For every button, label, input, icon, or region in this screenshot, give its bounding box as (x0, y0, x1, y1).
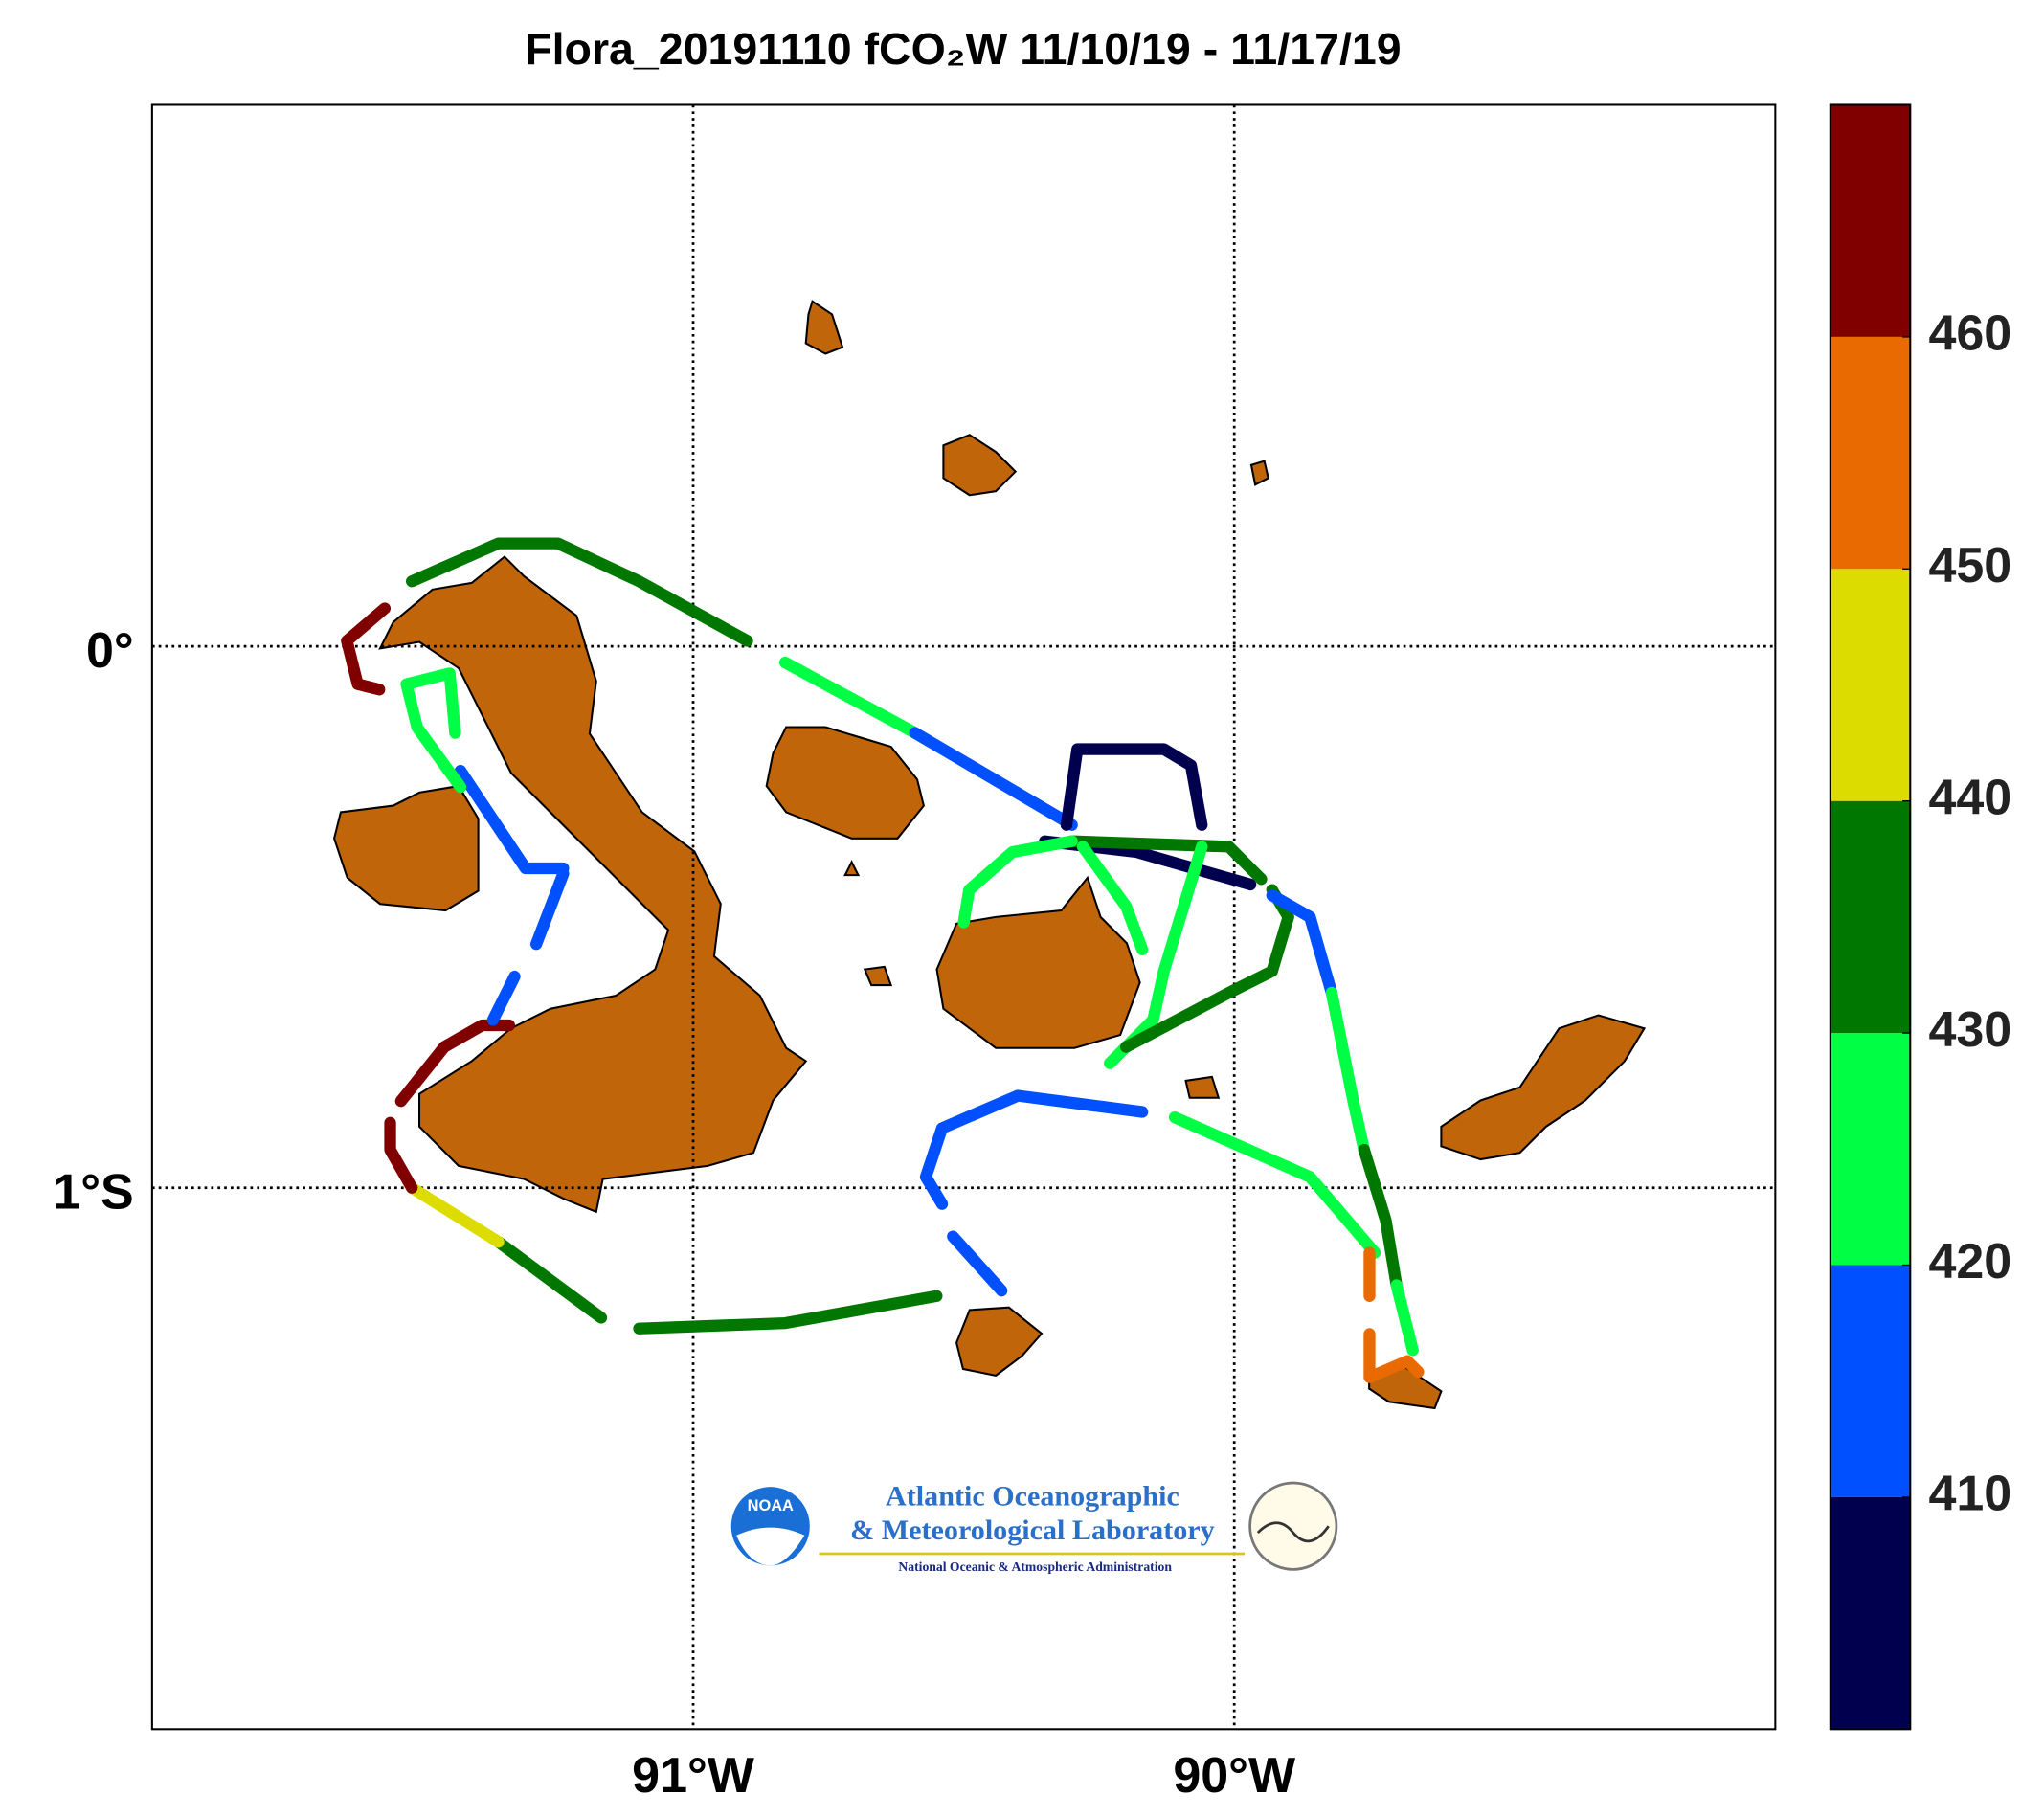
ship-track (492, 1236, 608, 1324)
ship-track (486, 970, 521, 1026)
colorbar-tick-label: 440 (1928, 770, 2011, 825)
colorbar-bin (1830, 800, 1911, 1034)
colorbar-tick-label: 410 (1928, 1467, 2011, 1522)
colorbar-bin (1830, 336, 1911, 570)
island (804, 300, 844, 355)
island (378, 555, 808, 1214)
colorbar-frame (1829, 103, 1912, 1731)
colorbar-tick-label: 460 (1928, 306, 2011, 362)
ship-track (529, 867, 570, 951)
ship-track (1390, 1279, 1419, 1357)
ship-track (341, 602, 392, 696)
colorbar-bin (1830, 1496, 1911, 1730)
ship-track (1266, 889, 1338, 999)
colorbar-bin (1830, 1033, 1911, 1266)
ship-track (1076, 841, 1149, 955)
ship-track (1358, 1143, 1403, 1291)
ship-track (454, 765, 570, 875)
island (1249, 460, 1269, 486)
aoml-wave (1256, 1521, 1330, 1543)
ship-track (919, 1089, 1149, 1210)
ship-track (778, 656, 921, 739)
tracks (341, 537, 1425, 1383)
chart-title: Flora_20191110 fCO₂W 11/10/19 - 11/17/19 (525, 24, 1401, 74)
noaa-bird (736, 1527, 805, 1566)
colorbar-bin (1830, 569, 1911, 801)
ship-track (909, 727, 1078, 831)
y-tick-label: 1°S (53, 1165, 133, 1221)
colorbar: 410 420 430 440 450 460 (1830, 104, 2011, 1730)
x-tick-label: 90°W (1173, 1748, 1296, 1804)
logo-line: & Meteorological Laboratory (850, 1514, 1215, 1546)
island (935, 875, 1141, 1049)
island (333, 784, 480, 912)
island (1440, 1014, 1647, 1161)
y-tick-label: 0° (86, 623, 134, 679)
noaa-badge: NOAA (748, 1497, 794, 1514)
island (765, 726, 925, 840)
island (1184, 1075, 1221, 1099)
colorbar-tick-label: 450 (1928, 538, 2011, 594)
ship-track (1325, 986, 1370, 1156)
colorbar-bin (1830, 1265, 1911, 1497)
colorbar-tick-label: 420 (1928, 1234, 2011, 1290)
aoml-seal (1248, 1481, 1338, 1571)
islands (333, 300, 1647, 1410)
x-tick-label: 91°W (632, 1748, 755, 1804)
island (942, 434, 1018, 497)
ship-track (394, 1019, 516, 1108)
ship-track (1060, 743, 1208, 831)
island (863, 965, 893, 987)
ship-track (1168, 1111, 1381, 1259)
logo: NOAA Atlantic Oceanographic & Meteorolog… (730, 1479, 1338, 1574)
ship-track (633, 1290, 943, 1335)
ship-track (405, 1181, 505, 1248)
ship-track (1066, 835, 1268, 886)
island (955, 1306, 1044, 1377)
colorbar-tick-label: 430 (1928, 1002, 2011, 1058)
ship-track (1363, 1328, 1425, 1383)
island (843, 860, 861, 877)
logo-line: National Oceanic & Atmospheric Administr… (898, 1559, 1172, 1574)
plot-frame (150, 103, 1777, 1731)
ship-track (400, 667, 467, 794)
ship-track (957, 835, 1078, 929)
colorbar-bin (1830, 104, 1911, 337)
logo-line: Atlantic Oceanographic (886, 1479, 1179, 1512)
ship-track (405, 537, 753, 647)
ship-track (384, 1116, 418, 1194)
ship-track (947, 1230, 1008, 1297)
